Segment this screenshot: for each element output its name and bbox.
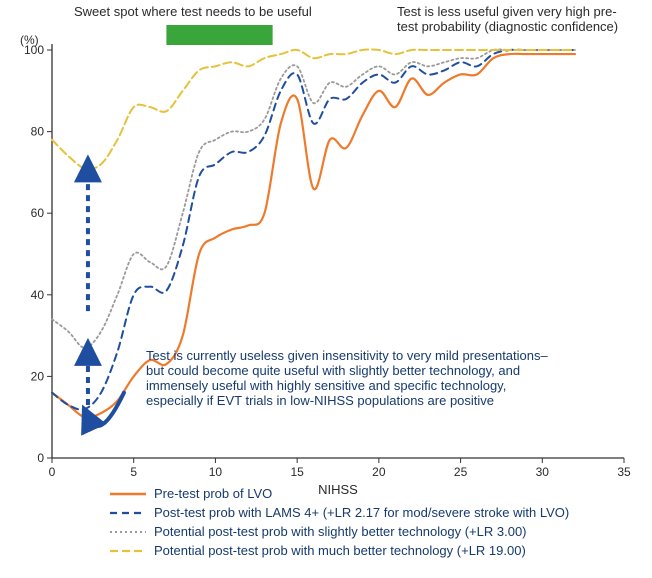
- legend-label-potential_slight: Potential post-test prob with slightly b…: [154, 524, 527, 539]
- y-tick-label: 0: [37, 451, 44, 465]
- x-tick-label: 20: [372, 465, 386, 479]
- annotation-body: Test is currently useless given insensit…: [146, 348, 548, 363]
- x-tick-label: 25: [454, 465, 468, 479]
- y-tick-label: 20: [31, 369, 45, 383]
- legend-label-pretest: Pre-test prob of LVO: [154, 486, 272, 501]
- x-tick-label: 5: [130, 465, 137, 479]
- x-tick-label: 15: [290, 465, 304, 479]
- y-tick-label: 40: [31, 288, 45, 302]
- x-axis-label: NIHSS: [318, 482, 358, 497]
- x-tick-label: 10: [209, 465, 223, 479]
- annotation-sweet-spot: Sweet spot where test needs to be useful: [74, 4, 312, 19]
- y-tick-label: 80: [31, 125, 45, 139]
- legend-label-potential_much: Potential post-test prob with much bette…: [154, 543, 526, 558]
- annotation-less-useful: test probability (diagnostic confidence): [397, 19, 618, 34]
- annotation-body: but could become quite useful with sligh…: [146, 363, 520, 378]
- x-tick-label: 0: [49, 465, 56, 479]
- legend-label-posttest_lams: Post-test prob with LAMS 4+ (+LR 2.17 fo…: [154, 505, 569, 520]
- x-tick-label: 35: [617, 465, 631, 479]
- annotation-less-useful: Test is less useful given very high pre-: [397, 4, 617, 19]
- annotation-body: especially if EVT trials in low-NIHSS po…: [146, 393, 494, 408]
- sweet-spot-band: [166, 25, 272, 45]
- y-tick-label: 60: [31, 206, 45, 220]
- y-tick-label: 100: [24, 43, 44, 57]
- x-tick-label: 30: [536, 465, 550, 479]
- chart-container: Sweet spot where test needs to be useful…: [0, 0, 652, 578]
- chart-svg: Sweet spot where test needs to be useful…: [0, 0, 652, 578]
- annotation-body: immensely useful with highly sensitive a…: [146, 378, 506, 393]
